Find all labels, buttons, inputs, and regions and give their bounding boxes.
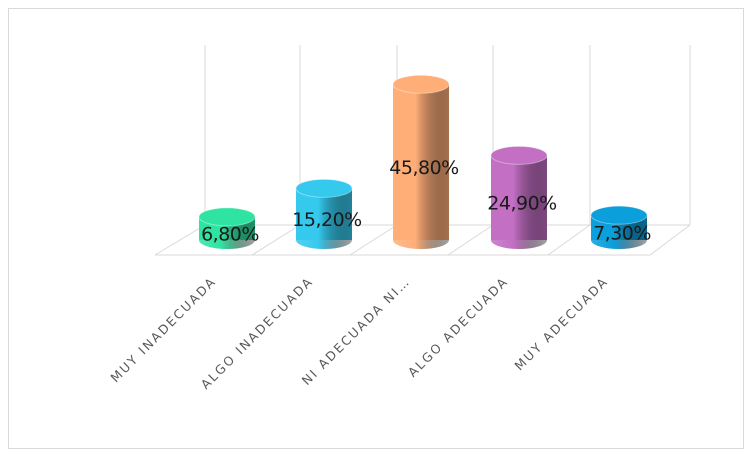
cylinder [295,178,353,249]
value-label: 7,30% [593,223,651,245]
cylinder [590,205,648,249]
value-label: 15,20% [292,209,361,231]
bar-top [198,207,256,227]
bar [491,155,547,249]
bar [393,84,449,249]
bar-top [392,74,450,94]
bar-top [590,205,648,225]
bar [591,215,647,249]
cylinder [490,145,548,249]
value-label: 45,80% [389,157,458,179]
bar [199,216,255,249]
bar-top [295,178,353,198]
value-label: 24,90% [487,193,556,215]
cylinder [198,207,256,249]
bar [296,188,352,249]
bar-top [490,145,548,165]
cylinder [392,74,450,249]
value-label: 6,80% [201,223,259,245]
